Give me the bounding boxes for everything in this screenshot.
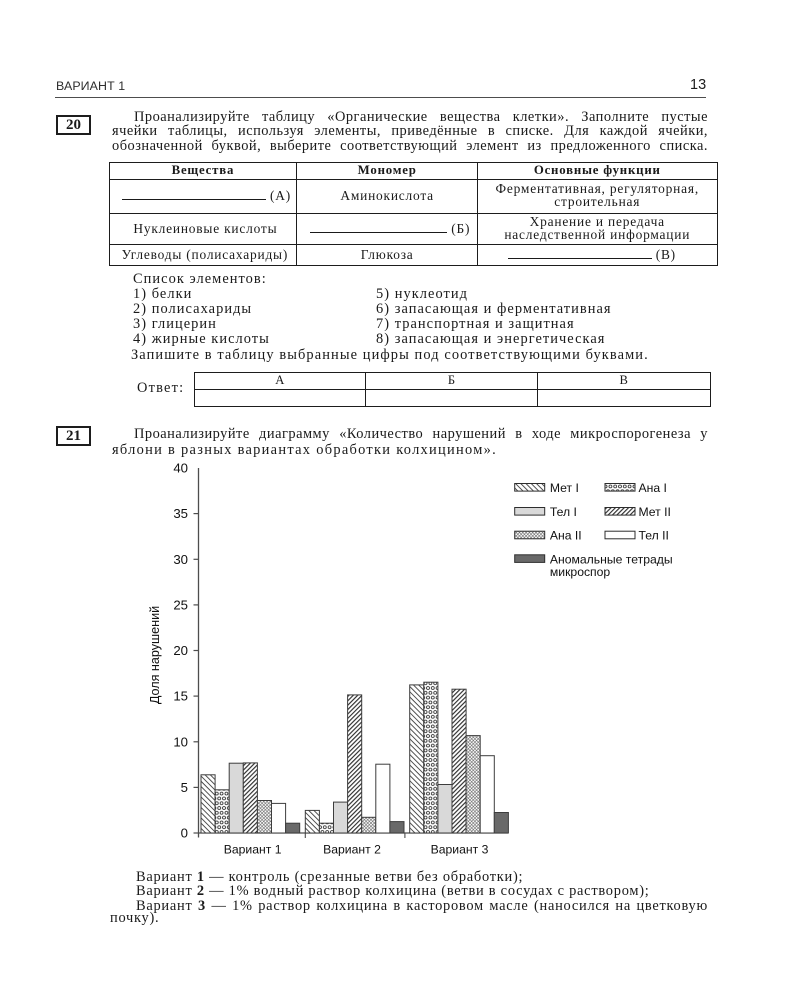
- svg-text:микроспор: микроспор: [550, 565, 611, 579]
- svg-text:30: 30: [173, 552, 188, 567]
- svg-text:20: 20: [173, 643, 188, 658]
- svg-text:Мет I: Мет I: [550, 481, 579, 495]
- svg-text:Вариант 1: Вариант 1: [224, 843, 282, 857]
- svg-text:40: 40: [173, 461, 188, 476]
- svg-text:15: 15: [173, 689, 188, 704]
- svg-text:5: 5: [181, 780, 188, 795]
- svg-text:Мет II: Мет II: [639, 505, 671, 519]
- svg-text:Тел II: Тел II: [639, 529, 669, 543]
- svg-text:25: 25: [173, 597, 188, 612]
- svg-text:Доля нарушений: Доля нарушений: [148, 606, 162, 704]
- svg-text:Тел I: Тел I: [550, 505, 577, 519]
- svg-text:0: 0: [181, 826, 188, 841]
- svg-text:Ана I: Ана I: [639, 481, 667, 495]
- svg-text:Аномальные тетрады: Аномальные тетрады: [550, 552, 673, 566]
- svg-text:35: 35: [173, 506, 188, 521]
- svg-text:Вариант 2: Вариант 2: [323, 843, 381, 857]
- svg-text:Вариант 3: Вариант 3: [431, 843, 489, 857]
- svg-text:10: 10: [173, 734, 188, 749]
- svg-text:Ана II: Ана II: [550, 529, 582, 543]
